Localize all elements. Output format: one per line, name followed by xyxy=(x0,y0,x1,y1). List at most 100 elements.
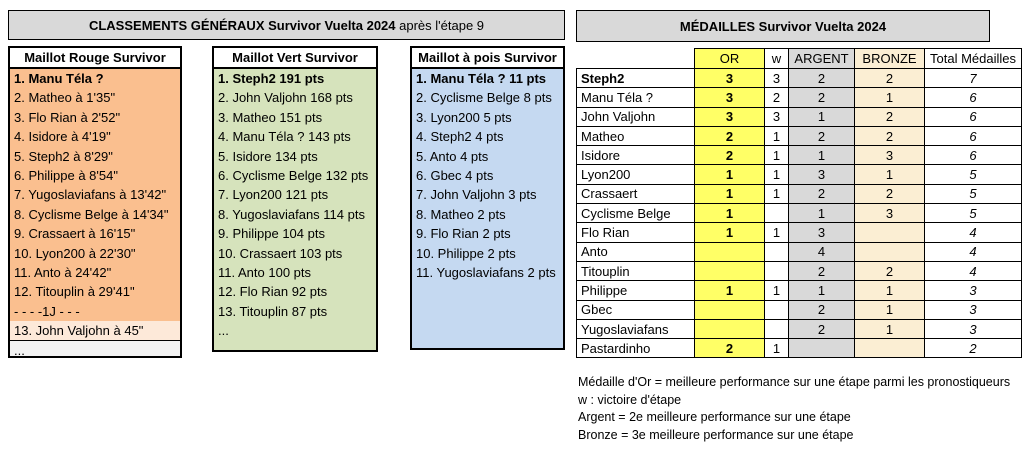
medal-row: Steph2 3 3 2 2 7 xyxy=(576,67,1022,89)
medal-row: Flo Rian 1 1 3 4 xyxy=(576,222,1022,243)
argent-count: 2 xyxy=(788,125,855,147)
bronze-count: 1 xyxy=(854,164,925,185)
legend-line: Médaille d'Or = meilleure performance su… xyxy=(578,375,1011,389)
ranking-row: 11. Anto 100 pts xyxy=(218,264,311,280)
ranking-row: 7. Yugoslaviafans à 13'42" xyxy=(14,187,167,203)
maillot-rouge-list: 1. Manu Téla ? 2. Matheo à 1'35" 3. Flo Ri… xyxy=(10,69,180,356)
total-count: 5 xyxy=(924,164,1022,185)
ranking-row: 4. Isidore à 4'19" xyxy=(14,129,111,145)
argent-count: 2 xyxy=(788,260,855,282)
total-count: 6 xyxy=(924,125,1022,147)
argent-count: 3 xyxy=(788,222,855,243)
bronze-count xyxy=(854,338,925,359)
or-count xyxy=(694,241,765,262)
maillot-vert-list: 1. Steph2 191 pts 2. John Valjohn 168 pts… xyxy=(214,69,376,350)
bronze-count: 1 xyxy=(854,318,925,340)
argent-count: 2 xyxy=(788,87,855,108)
medals-header-bronze: BRONZE xyxy=(854,48,925,69)
bronze-count: 2 xyxy=(854,125,925,147)
ranking-row: 9. Crassaert à 16'15" xyxy=(14,226,136,242)
maillot-pois-header: Maillot à pois Survivor xyxy=(412,48,563,69)
bronze-count: 2 xyxy=(854,67,925,89)
or-count: 1 xyxy=(694,203,765,224)
ranking-row: ... xyxy=(10,340,180,356)
medal-name: Manu Téla ? xyxy=(576,87,695,108)
medal-name: Anto xyxy=(576,241,695,262)
total-count: 3 xyxy=(924,299,1022,320)
ranking-row: 12. Flo Rian 92 pts xyxy=(218,284,328,300)
ranking-row: 6. Cyclisme Belge 132 pts xyxy=(218,167,369,183)
medals-header-argent: ARGENT xyxy=(788,48,855,69)
medailles-title-banner: MÉDAILLES Survivor Vuelta 2024 xyxy=(576,10,990,42)
medal-name: Crassaert xyxy=(576,183,695,205)
medals-legend: Médaille d'Or = meilleure performance su… xyxy=(578,374,1010,444)
or-count: 3 xyxy=(694,106,765,127)
bronze-count: 1 xyxy=(854,87,925,108)
medals-header-total: Total Médailles xyxy=(924,48,1022,69)
win-count: 1 xyxy=(764,338,789,359)
total-count: 4 xyxy=(924,222,1022,243)
ranking-row: 8. Yugoslaviafans 114 pts xyxy=(218,206,365,222)
ranking-row: 6. Gbec 4 pts xyxy=(416,167,494,183)
total-count: 3 xyxy=(924,318,1022,340)
ranking-row: 3. Matheo 151 pts xyxy=(218,109,323,125)
classements-title-suffix: après l'étape 9 xyxy=(395,17,485,33)
medal-name: Lyon200 xyxy=(576,164,695,185)
or-count: 1 xyxy=(694,222,765,243)
legend-line: Bronze = 3e meilleure performance sur un… xyxy=(578,427,854,442)
medal-row: John Valjohn 3 3 1 2 6 xyxy=(576,106,1022,127)
win-count xyxy=(764,318,789,340)
ranking-row: 10. Philippe 2 pts xyxy=(416,245,516,261)
win-count: 1 xyxy=(764,125,789,147)
argent-count: 2 xyxy=(788,183,855,205)
or-count: 1 xyxy=(694,280,765,301)
argent-count: 2 xyxy=(788,318,855,340)
win-count xyxy=(764,203,789,224)
win-count: 1 xyxy=(764,164,789,185)
medals-header-w: w xyxy=(764,48,789,69)
ranking-row: 9. Philippe 104 pts xyxy=(218,226,325,242)
ranking-row: 5. Steph2 à 8'29" xyxy=(14,148,113,164)
medal-row: Isidore 2 1 1 3 6 xyxy=(576,145,1022,166)
total-count: 7 xyxy=(924,67,1022,89)
argent-count: 1 xyxy=(788,280,855,301)
ranking-row: 4. Steph2 4 pts xyxy=(416,129,504,145)
win-count xyxy=(764,241,789,262)
win-count xyxy=(764,260,789,282)
bronze-count xyxy=(854,241,925,262)
medals-table-body: Steph2 3 3 2 2 7 Manu Téla ? 3 2 2 1 6 John Valjohn 3… xyxy=(576,67,1022,359)
medals-header-row: OR w ARGENT BRONZE Total Médailles xyxy=(576,48,1022,69)
classements-title-banner: CLASSEMENTS GÉNÉRAUX Survivor Vuelta 202… xyxy=(8,10,565,40)
or-count: 3 xyxy=(694,67,765,89)
or-count: 2 xyxy=(694,145,765,166)
or-count: 2 xyxy=(694,338,765,359)
medal-row: Lyon200 1 1 3 1 5 xyxy=(576,164,1022,185)
medal-name: Cyclisme Belge xyxy=(576,203,695,224)
medal-row: Titouplin 2 2 4 xyxy=(576,260,1022,282)
ranking-row: 10. Lyon200 à 22'30" xyxy=(14,245,136,261)
medal-name: Isidore xyxy=(576,145,695,166)
maillot-rouge-header: Maillot Rouge Survivor xyxy=(10,48,180,69)
medal-row: Yugoslaviafans 2 1 3 xyxy=(576,318,1022,340)
legend-line: w : victoire d'étape xyxy=(578,392,682,407)
ranking-row: 12. Titouplin à 29'41" xyxy=(14,284,135,300)
legend-line: Argent = 2e meilleure performance sur un… xyxy=(578,410,851,424)
medals-table: OR w ARGENT BRONZE Total Médailles Steph… xyxy=(576,48,1022,359)
argent-count: 2 xyxy=(788,299,855,320)
medal-name: Gbec xyxy=(576,299,695,320)
total-count: 2 xyxy=(924,338,1022,359)
win-count: 1 xyxy=(764,222,789,243)
classements-title: CLASSEMENTS GÉNÉRAUX Survivor Vuelta 202… xyxy=(88,17,396,33)
ranking-row: 3. Flo Rian à 2'52" xyxy=(14,109,121,125)
medailles-title: MÉDAILLES Survivor Vuelta 2024 xyxy=(679,18,887,34)
ranking-row: 10. Crassaert 103 pts xyxy=(218,245,343,261)
ranking-row: 3. Lyon200 5 pts xyxy=(416,109,512,125)
argent-count xyxy=(788,338,855,359)
ranking-row: 7. Lyon200 121 pts xyxy=(218,187,329,203)
medal-name: Pastardinho xyxy=(576,338,695,359)
or-count: 1 xyxy=(694,164,765,185)
argent-count: 1 xyxy=(788,145,855,166)
ranking-row: 6. Philippe à 8'54" xyxy=(14,167,118,183)
medal-row: Anto 4 4 xyxy=(576,241,1022,262)
medal-name: John Valjohn xyxy=(576,106,695,127)
